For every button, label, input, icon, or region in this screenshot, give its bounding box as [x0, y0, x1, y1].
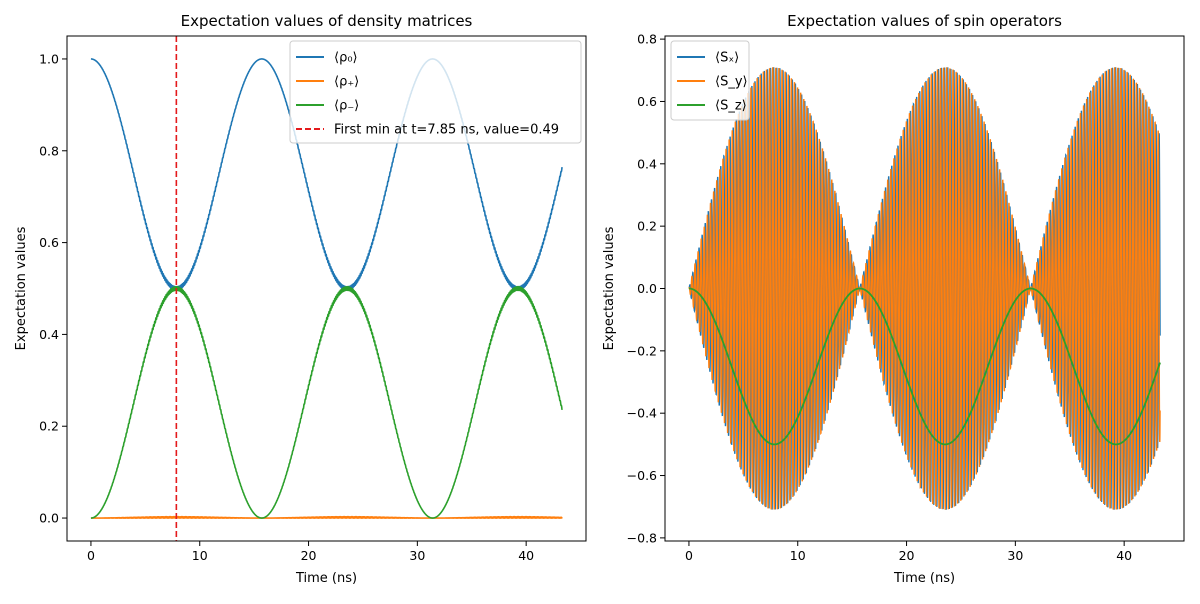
y-tick-label: −0.2: [627, 343, 657, 358]
legend-label-rho-plus: ⟨ρ₊⟩: [334, 75, 359, 90]
x-tick-label: 0: [685, 548, 693, 563]
spin-operator-chart: Expectation values of spin operators 0 10…: [602, 12, 1185, 586]
axes-frame: [66, 35, 587, 542]
x-axis-label: Time (ns): [893, 571, 955, 586]
series-line-sx: [688, 67, 1161, 510]
x-tick-label: 30: [1007, 548, 1023, 563]
plot-area: [90, 36, 563, 541]
y-tick-label: 0.0: [637, 281, 657, 296]
legend-box: [289, 40, 582, 144]
y-tick-label: 0.6: [637, 94, 657, 109]
plot-area: [688, 67, 1161, 510]
series-line-sz: [688, 287, 1161, 446]
legend-label-sy: ⟨S_y⟩: [715, 75, 748, 90]
x-tick-label: 0: [87, 548, 95, 563]
x-tick-label: 40: [518, 548, 534, 563]
x-tick-label: 10: [192, 548, 208, 563]
y-tick-label: 0.8: [637, 32, 657, 47]
x-axis: 0 10 20 30 40: [685, 541, 1132, 563]
x-tick-label: 20: [301, 548, 317, 563]
density-matrix-chart: Expectation values of density matrices 0…: [14, 12, 587, 586]
y-tick-label: −0.8: [627, 530, 657, 545]
legend-label-first-min: First min at t=7.85 ns, value=0.49: [334, 123, 559, 138]
legend-label-sz: ⟨S_z⟩: [715, 99, 747, 114]
y-tick-label: 1.0: [39, 51, 59, 66]
y-tick-label: 0.2: [637, 219, 657, 234]
y-tick-label: −0.4: [627, 406, 657, 421]
x-tick-label: 10: [790, 548, 806, 563]
y-axis-label: Expectation values: [14, 226, 29, 350]
series-line-rho-minus: [90, 285, 563, 519]
x-axis-label: Time (ns): [295, 571, 357, 586]
series-line-rho-plus: [90, 515, 563, 519]
y-tick-label: 0.8: [39, 143, 59, 158]
y-tick-label: 0.4: [39, 327, 59, 342]
x-axis: 0 10 20 30 40: [87, 541, 534, 563]
x-tick-label: 40: [1116, 548, 1132, 563]
y-axis: −0.8 −0.6 −0.4 −0.2 0.0 0.2 0.4 0.6 0.8: [627, 32, 665, 545]
y-tick-label: 0.0: [39, 511, 59, 526]
legend: ⟨Sₓ⟩ ⟨S_y⟩ ⟨S_z⟩: [670, 40, 750, 121]
legend-label-rho0: ⟨ρ₀⟩: [334, 51, 358, 66]
x-tick-label: 20: [899, 548, 915, 563]
legend-label-rho-minus: ⟨ρ₋⟩: [334, 99, 359, 114]
legend-box: [670, 40, 750, 121]
chart-title: Expectation values of spin operators: [787, 12, 1062, 30]
series-line-rho0: [90, 58, 563, 292]
y-tick-label: −0.6: [627, 468, 657, 483]
y-tick-label: 0.2: [39, 419, 59, 434]
chart-title: Expectation values of density matrices: [181, 12, 473, 30]
y-axis: 0.0 0.2 0.4 0.6 0.8 1.0: [39, 51, 67, 526]
y-tick-label: 0.6: [39, 235, 59, 250]
legend-label-sx: ⟨Sₓ⟩: [715, 51, 739, 66]
legend: ⟨ρ₀⟩ ⟨ρ₊⟩ ⟨ρ₋⟩ First min at t=7.85 ns, v…: [289, 40, 582, 144]
y-axis-label: Expectation values: [602, 226, 617, 350]
x-tick-label: 30: [409, 548, 425, 563]
y-tick-label: 0.4: [637, 156, 657, 171]
